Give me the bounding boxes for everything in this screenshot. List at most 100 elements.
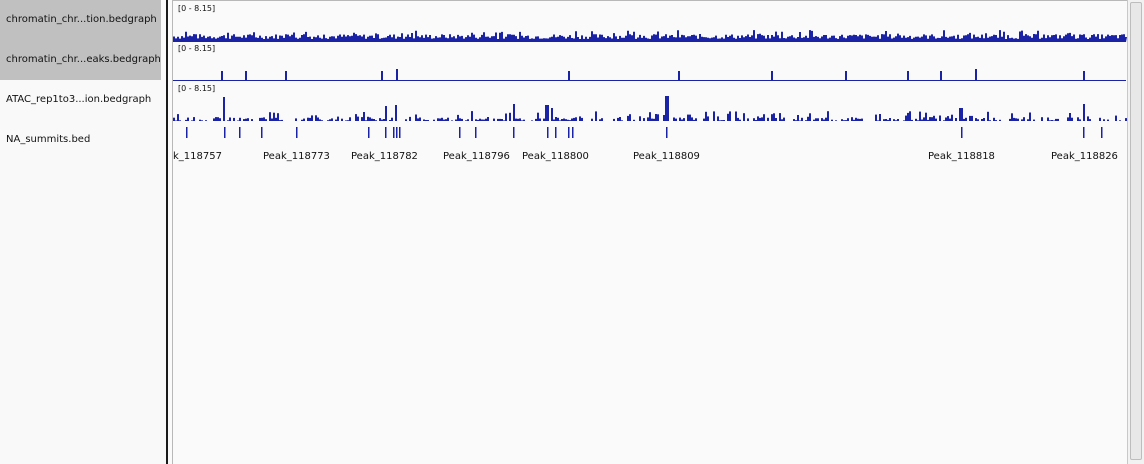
feature-label: Peak_118809 [633,151,700,162]
signal-bar [889,118,891,121]
signal-bar [893,119,895,121]
feature-label: Peak_118773 [263,151,330,162]
signal-bar [799,120,801,121]
signal-bar [1119,120,1121,121]
signal-bar [681,119,683,121]
signal-bar [939,115,941,121]
signal-bar [703,118,705,121]
signal-bar [935,118,937,121]
signal-bar [951,114,953,121]
signal-bar [355,114,357,121]
signal-bar [743,113,745,121]
signal-bar [647,117,649,121]
tracks-canvas[interactable]: [0 - 8.15] [0 - 8.15] [0 - 8.15] k_11875… [173,1,1127,464]
signal-bar [1077,117,1079,121]
signal-bar [1021,119,1023,121]
signal-bar [657,114,659,121]
signal-bar [651,118,653,121]
track-name-panel: chromatin_chr...tion.bedgraph chromatin_… [0,0,166,464]
signal-bar [1089,119,1091,121]
signal-bar [201,120,203,121]
signal-bar [251,119,253,121]
signal-bar [419,117,421,121]
signal-bar [349,117,351,121]
signal-bar [735,111,737,121]
signal-bar [1051,120,1053,121]
signal-bar [917,120,919,121]
signal-bar [949,118,951,121]
peak-bar [940,71,942,81]
signal-bar [729,111,731,121]
track-atac[interactable] [173,96,1127,121]
signal-bar [405,119,407,121]
signal-bar [707,116,709,121]
signal-bar [515,118,517,121]
signal-bar [1047,117,1049,121]
signal-bar [783,117,785,121]
signal-bar [613,118,615,121]
signal-bar [691,117,693,121]
panel-divider[interactable] [166,0,168,464]
signal-bar [977,119,979,121]
signal-bar [271,118,273,121]
signal-bar [1099,117,1101,121]
signal-bar [475,119,477,121]
track-chromatin-accessibility[interactable] [173,30,1127,42]
signal-bar [311,115,313,121]
signal-bar [315,115,317,121]
signal-bar [1017,118,1019,121]
signal-bar [385,106,387,121]
summit-tick [186,127,188,138]
signal-bar [665,96,667,121]
signal-bar [329,119,331,121]
signal-bar [501,119,503,121]
peak-bar [381,71,383,81]
signal-bar [193,117,195,121]
signal-bar [279,120,281,121]
track-summits[interactable] [186,127,1103,138]
signal-bar [263,117,265,121]
signal-bar [695,118,697,121]
scrollbar-thumb[interactable] [1130,2,1142,460]
signal-bar [675,118,677,121]
data-panel[interactable]: [0 - 8.15] [0 - 8.15] [0 - 8.15] k_11875… [172,0,1127,464]
signal-bar [265,119,267,121]
signal-bar [281,119,283,121]
signal-bar [451,120,453,121]
signal-bar [237,120,239,121]
summit-tick [396,127,398,138]
signal-bar [517,118,519,121]
signal-bar [923,117,925,121]
signal-bar [561,119,563,121]
signal-bar [445,119,447,121]
signal-bar [485,118,487,121]
signal-bar [245,118,247,121]
signal-bar [773,113,775,121]
summit-tick [1083,127,1085,138]
peak-bar [1083,71,1085,81]
signal-bar [383,119,385,121]
signal-bar [531,120,533,121]
signal-bar [757,116,759,121]
track-name-summits[interactable]: NA_summits.bed [6,134,91,145]
signal-bar [663,115,665,121]
summit-tick [239,127,241,138]
track-chromatin-peaks[interactable] [173,69,1126,81]
signal-bar [365,120,367,121]
vertical-scrollbar[interactable] [1127,0,1144,464]
signal-bar [753,118,755,121]
signal-bar [975,118,977,121]
signal-bar [1009,118,1011,121]
peak-bar [907,71,909,81]
signal-bar [217,117,219,121]
track-name-chromatin-peaks[interactable]: chromatin_chr...eaks.bedgraph [0,40,161,80]
signal-bar [993,117,995,121]
track-name-chromatin-accessibility[interactable]: chromatin_chr...tion.bedgraph [0,0,161,40]
signal-bar [543,118,545,121]
signal-bar [633,119,635,121]
signal-bar [1125,118,1127,121]
signal-bar [897,119,899,121]
signal-bar [213,118,215,121]
signal-bar [655,114,657,121]
track-name-atac[interactable]: ATAC_rep1to3...ion.bedgraph [6,94,152,105]
